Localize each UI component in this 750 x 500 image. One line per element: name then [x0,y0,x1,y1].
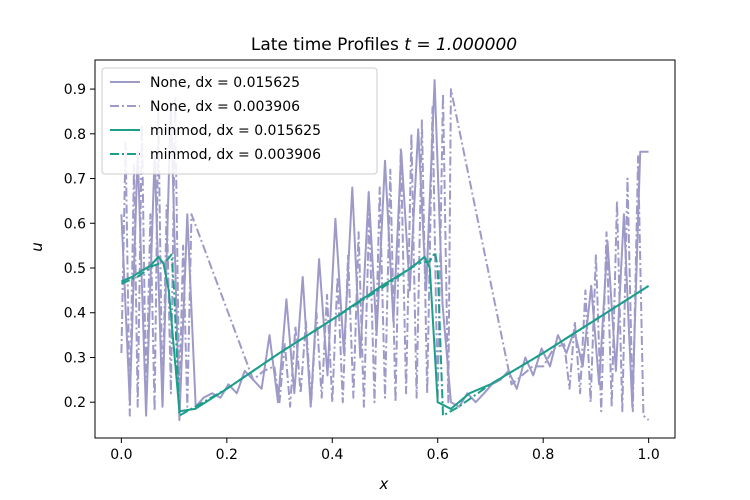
x-tick-label: 0.8 [532,447,554,463]
plot-area [120,79,650,422]
legend-label: None, dx = 0.003906 [150,99,300,115]
x-tick-label: 0.4 [321,447,343,463]
x-tick-label: 0.6 [427,447,449,463]
series-line-2 [120,88,650,421]
y-tick-label: 0.9 [64,82,86,98]
x-tick-label: 1.0 [638,447,660,463]
series-line-4 [121,251,650,417]
y-tick-label: 0.3 [64,350,86,366]
y-tick-label: 0.2 [64,395,86,411]
legend: None, dx = 0.015625 None, dx = 0.003906 mi… [101,67,378,175]
y-axis-label: u [28,242,46,252]
y-tick-label: 0.6 [64,216,86,232]
x-axis-ticks: 0.0 0.2 0.4 0.6 0.8 1.0 [110,438,660,463]
y-tick-label: 0.7 [64,172,86,188]
series-line-3 [121,255,650,413]
y-tick-label: 0.4 [64,306,86,322]
legend-label: minmod, dx = 0.003906 [150,147,321,163]
y-axis-ticks: 0.2 0.3 0.4 0.5 0.6 0.7 0.8 0.9 [64,82,95,411]
x-tick-label: 0.0 [110,447,132,463]
legend-label: minmod, dx = 0.015625 [150,123,321,139]
chart-title: Late time Profiles t = 1.000000 [251,35,517,55]
legend-label: None, dx = 0.015625 [150,75,300,91]
x-tick-label: 0.2 [216,447,238,463]
y-tick-label: 0.5 [64,261,86,277]
x-axis-label: x [379,475,389,493]
axes-frame [94,59,676,439]
y-tick-label: 0.8 [64,127,86,143]
legend-box [101,67,378,175]
